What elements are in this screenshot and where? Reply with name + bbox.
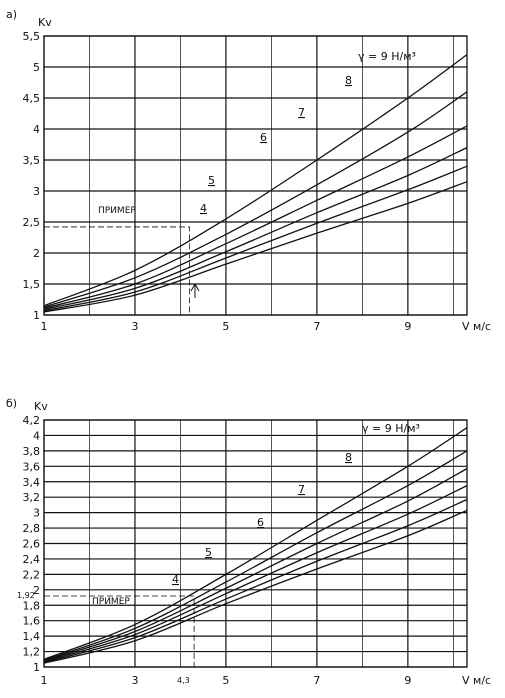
panel-a-y-tick-label: 1,5 <box>23 278 41 291</box>
panel-a-x-tick-label: 5 <box>222 320 229 333</box>
panel-a-curve-label-8: 8 <box>345 74 352 87</box>
panel-b-y-tick-label: 2,8 <box>23 522 41 535</box>
panel-b-y-tick-label: 1,4 <box>23 630 41 643</box>
panel-b-series-line-7 <box>43 468 468 662</box>
panel-a-series-line-5 <box>43 165 468 312</box>
panel-b-series-line-9 <box>43 427 468 660</box>
panel-a-series-line-9 <box>43 54 468 307</box>
panel-a-series-line-6 <box>43 147 468 311</box>
panel-a-curve-label-7: 7 <box>298 106 305 119</box>
panel-b-y-axis-label: Kv <box>34 400 48 413</box>
panel-a-curve-label-4: 4 <box>200 202 207 215</box>
panel-b-y-tick-label: 3,6 <box>23 460 41 473</box>
panel-a-curve-label-6: 6 <box>260 131 267 144</box>
panel-a-grid <box>43 35 467 316</box>
panel-a-y-tick-label: 4,5 <box>23 92 41 105</box>
panel-a-curves <box>43 54 468 313</box>
panel-b-series-line-5 <box>43 498 468 663</box>
panel-a-y-tick-label: 2,5 <box>23 216 41 229</box>
panel-a-example-guide <box>44 226 190 315</box>
panel-b-series-line-8 <box>43 450 468 661</box>
panel-b-grid <box>43 419 467 668</box>
panel-a-y-tick-label: 1 <box>33 309 40 322</box>
panel-b-y-tick-label: 2,4 <box>23 553 41 566</box>
chart-panel-b: б) Kv V м/с 1 1,2 1,4 1,6 1,8 2 2,2 2,4 2,6 2,8 3 3… <box>6 397 491 687</box>
panel-a-curve-label-5: 5 <box>208 174 215 187</box>
panel-b-y-tick-label: 3,4 <box>23 476 41 489</box>
panel-a-x-tick-label: 7 <box>313 320 320 333</box>
panel-a-y-tick-label: 5 <box>33 61 40 74</box>
panel-a-y-ticks: 1 1,5 2 2,5 3 3,5 4 4,5 5 5,5 <box>23 30 41 322</box>
panel-b-y-tick-label: 3,2 <box>23 491 41 504</box>
panel-a-y-tick-label: 2 <box>33 247 40 260</box>
panel-b-curve-label-6: 6 <box>257 516 264 529</box>
panel-a-x-ticks: 1 3 5 7 9 <box>41 320 412 333</box>
panel-b-example <box>44 595 195 667</box>
panel-b-y-tick-label: 1,8 <box>23 599 41 612</box>
panel-a-gamma-label: γ = 9 Н/м³ <box>358 50 416 63</box>
panel-b-x-tick-label: 9 <box>404 674 411 687</box>
panel-a-series-line-4 <box>43 181 468 313</box>
panel-b-x-extra-tick: 4,3 <box>177 676 190 685</box>
panel-b-y-tick-label: 2 <box>33 584 40 597</box>
panel-b-y-extra-tick: 1,92 <box>17 591 35 600</box>
panel-b-gamma-label: γ = 9 Н/м³ <box>362 422 420 435</box>
panel-a-y-tick-label: 4 <box>33 123 40 136</box>
panel-b-frame <box>43 419 468 668</box>
panel-b-y-tick-label: 1 <box>33 661 40 674</box>
panel-b-label: б) <box>6 397 17 410</box>
panel-b-example-label: ПРИМЕР <box>92 597 130 607</box>
panel-b-y-tick-label: 3,8 <box>23 445 41 458</box>
panel-b-curve-label-5: 5 <box>205 546 212 559</box>
panel-a-y-tick-label: 3,5 <box>23 154 41 167</box>
panel-b-y-tick-label: 1,6 <box>23 615 41 628</box>
panel-a-label: а) <box>6 8 17 21</box>
panel-a-x-axis-label: V м/с <box>462 320 491 333</box>
panel-a-example-arrow-icon <box>190 282 200 298</box>
panel-b-y-tick-label: 4,2 <box>23 414 41 427</box>
panel-b-curves <box>43 427 468 664</box>
panel-a-x-tick-label: 3 <box>131 320 138 333</box>
panel-b-y-ticks: 1 1,2 1,4 1,6 1,8 2 2,2 2,4 2,6 2,8 3 3,2 3,4 3,6 3,8 4… <box>23 414 41 674</box>
panel-b-x-tick-label: 1 <box>41 674 48 687</box>
panel-b-x-tick-label: 3 <box>131 674 138 687</box>
panel-a-series-line-7 <box>43 125 468 309</box>
panel-a-y-tick-label: 5,5 <box>23 30 41 43</box>
panel-b-x-ticks: 1 3 5 7 9 <box>41 674 412 687</box>
panel-b-x-tick-label: 5 <box>222 674 229 687</box>
panel-a-frame <box>43 35 468 316</box>
panel-b-curve-label-8: 8 <box>345 451 352 464</box>
panel-a-example-label: ПРИМЕР <box>98 206 136 216</box>
panel-a-y-axis-label: Kv <box>38 16 52 29</box>
panel-b-series-line-4 <box>43 509 468 664</box>
panel-b-x-axis-label: V м/с <box>462 674 491 687</box>
chart-panel-a: а) Kv V м/с 1 1,5 2 2,5 3 3,5 4 4,5 5 5,5 1 3 5 7 9 γ… <box>6 8 491 333</box>
panel-b-example-guide <box>44 595 195 667</box>
panel-a-x-tick-label: 9 <box>404 320 411 333</box>
panel-b-y-tick-label: 2,2 <box>23 568 41 581</box>
panel-b-series-line-6 <box>43 485 468 663</box>
panel-b-y-tick-label: 3 <box>33 507 40 520</box>
panel-b-curve-label-4: 4 <box>172 573 179 586</box>
panel-b-curve-label-7: 7 <box>298 483 305 496</box>
panel-a-x-tick-label: 1 <box>41 320 48 333</box>
panel-b-y-tick-label: 2,6 <box>23 538 41 551</box>
panel-b-x-tick-label: 7 <box>313 674 320 687</box>
panel-a-y-tick-label: 3 <box>33 185 40 198</box>
panel-b-y-tick-label: 1,2 <box>23 646 41 659</box>
panel-a-example <box>44 226 190 315</box>
panel-a-series-line-8 <box>43 91 468 308</box>
panel-b-y-tick-label: 4 <box>33 429 40 442</box>
